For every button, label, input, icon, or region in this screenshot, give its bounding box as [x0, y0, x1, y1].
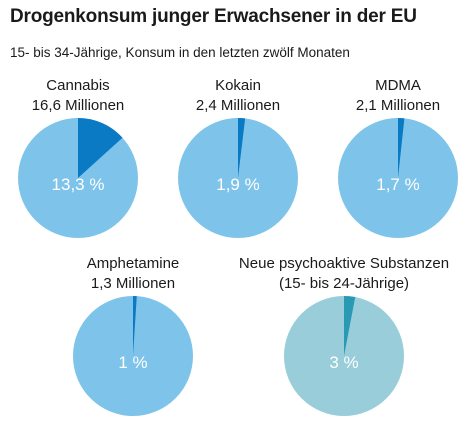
pie-value-mdma: 1,7 % — [376, 175, 419, 194]
pie-name-cannabis: Cannabis — [46, 77, 110, 94]
pie-chart-cannabis: Cannabis 16,6 Millionen 13,3 % — [8, 76, 148, 238]
pie-name-kokain: Kokain — [215, 77, 261, 94]
pie-slice-kokain — [238, 118, 246, 178]
pie-chart-mdma: MDMA 2,1 Millionen 1,7 % — [328, 76, 468, 238]
pie-name-nps: Neue psychoaktive Substanzen — [238, 255, 450, 272]
pie-value-cannabis: 13,3 % — [52, 175, 105, 194]
pie-count-cannabis: 16,6 Millionen — [31, 97, 125, 114]
pie-value-nps: 3 % — [329, 353, 358, 372]
chart-title: Drogenkonsum junger Erwachsener in der E… — [10, 6, 417, 27]
chart-subtitle: 15- bis 34-Jährige, Konsum in den letzte… — [10, 45, 350, 60]
pie-svg-nps: 3 % — [284, 296, 404, 416]
pie-svg-kokain: 1,9 % — [178, 118, 298, 238]
pie-count-kokain: 2,4 Millionen — [195, 97, 281, 114]
pie-name-mdma: MDMA — [375, 77, 421, 94]
pie-name-amphetamine: Amphetamine — [86, 255, 180, 272]
pie-slice-amphetamine — [133, 296, 137, 356]
pie-slice-mdma — [398, 118, 405, 178]
pie-chart-nps: Neue psychoaktive Substanzen (15- bis 24… — [228, 254, 460, 416]
pie-slice-cannabis — [78, 118, 123, 178]
pie-slice-nps — [344, 296, 356, 356]
pie-svg-mdma: 1,7 % — [338, 118, 458, 238]
pie-chart-kokain: Kokain 2,4 Millionen 1,9 % — [168, 76, 308, 238]
pie-value-amphetamine: 1 % — [118, 353, 147, 372]
pie-value-kokain: 1,9 % — [216, 175, 259, 194]
pie-count-nps: (15- bis 24-Jährige) — [278, 275, 410, 292]
pie-svg-amphetamine: 1 % — [73, 296, 193, 416]
pie-chart-amphetamine: Amphetamine 1,3 Millionen 1 % — [63, 254, 203, 416]
pie-count-amphetamine: 1,3 Millionen — [90, 275, 176, 292]
pie-count-mdma: 2,1 Millionen — [355, 97, 441, 114]
pie-svg-cannabis: 13,3 % — [18, 118, 138, 238]
